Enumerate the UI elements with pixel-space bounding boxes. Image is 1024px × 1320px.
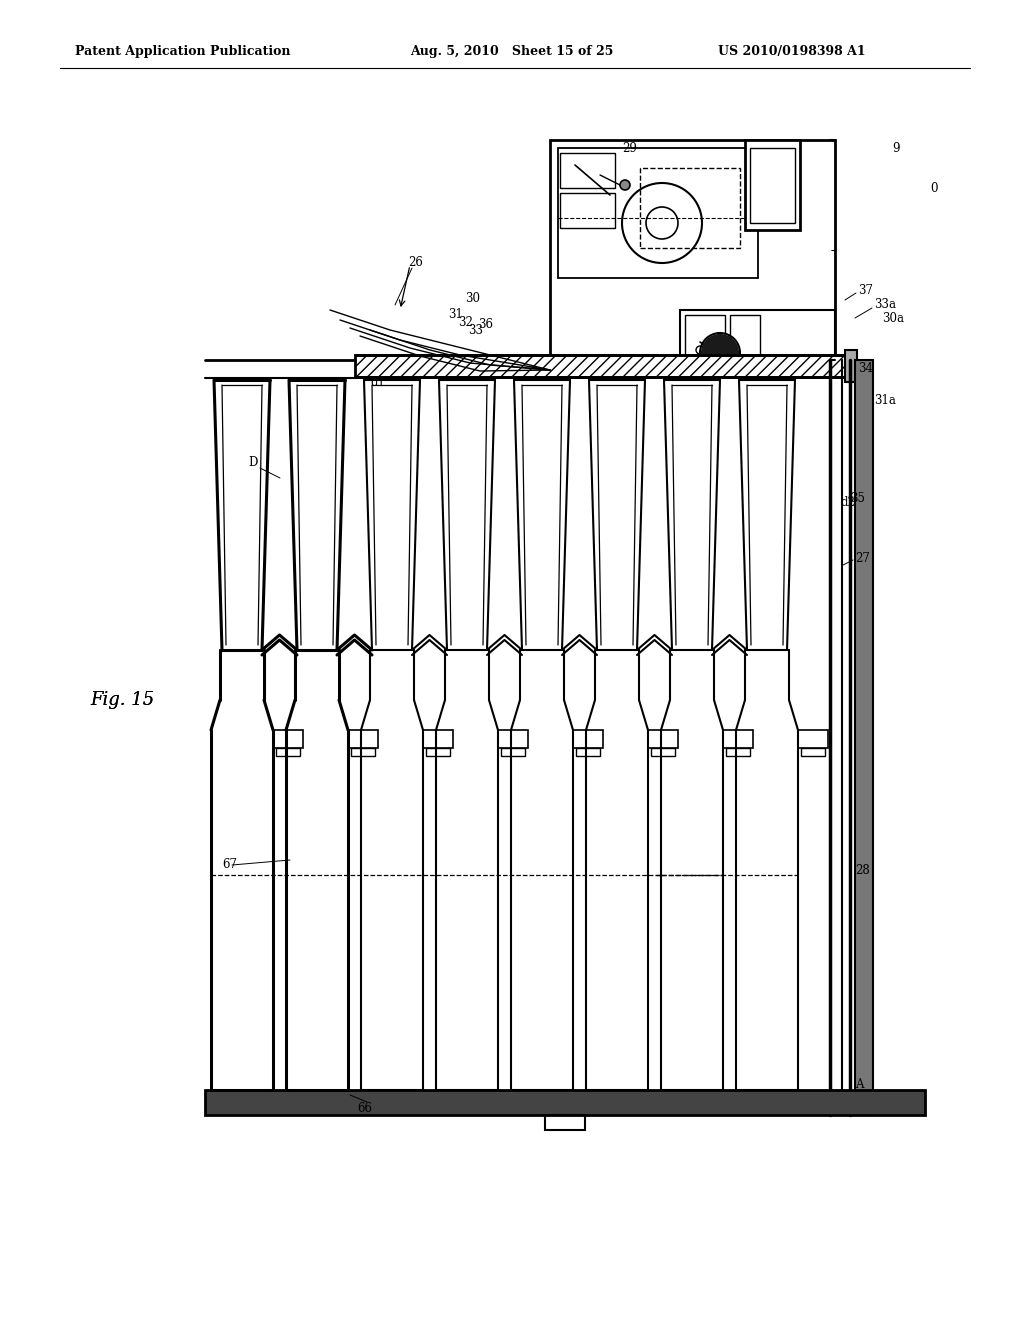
Circle shape bbox=[620, 180, 630, 190]
Text: d1: d1 bbox=[370, 375, 385, 388]
Bar bbox=[560, 193, 615, 228]
Text: 67: 67 bbox=[222, 858, 237, 871]
Text: d2: d2 bbox=[840, 495, 855, 508]
Text: 33a: 33a bbox=[874, 298, 896, 312]
Bar bbox=[798, 730, 828, 748]
Text: 30a: 30a bbox=[882, 312, 904, 325]
Text: 33: 33 bbox=[468, 323, 483, 337]
Bar bbox=[648, 730, 678, 748]
Bar bbox=[355, 355, 845, 378]
Bar bbox=[501, 748, 525, 756]
Bar bbox=[558, 148, 758, 279]
Text: 27: 27 bbox=[855, 552, 869, 565]
Bar bbox=[560, 153, 615, 187]
Text: 66: 66 bbox=[357, 1101, 372, 1114]
Bar bbox=[423, 730, 453, 748]
Bar bbox=[545, 1115, 585, 1130]
Text: 9: 9 bbox=[892, 141, 899, 154]
Bar bbox=[845, 350, 857, 381]
Circle shape bbox=[702, 335, 738, 371]
Bar bbox=[550, 140, 835, 360]
Bar bbox=[685, 315, 725, 370]
Bar bbox=[855, 360, 873, 1115]
Text: 32: 32 bbox=[458, 315, 473, 329]
Text: 31: 31 bbox=[449, 309, 463, 322]
Circle shape bbox=[696, 346, 705, 354]
Text: A: A bbox=[855, 1078, 863, 1092]
Text: 31a: 31a bbox=[874, 393, 896, 407]
Bar bbox=[276, 748, 300, 756]
Text: 0: 0 bbox=[930, 181, 938, 194]
Bar bbox=[351, 748, 375, 756]
Text: US 2010/0198398 A1: US 2010/0198398 A1 bbox=[718, 45, 865, 58]
Text: 34: 34 bbox=[858, 362, 873, 375]
Text: 37: 37 bbox=[858, 284, 873, 297]
Bar bbox=[498, 730, 528, 748]
Text: 36: 36 bbox=[478, 318, 493, 331]
Bar bbox=[730, 315, 760, 370]
Text: Fig. 15: Fig. 15 bbox=[90, 690, 155, 709]
Bar bbox=[205, 1090, 925, 1115]
Bar bbox=[348, 730, 378, 748]
Text: 30: 30 bbox=[465, 292, 480, 305]
Text: Aug. 5, 2010   Sheet 15 of 25: Aug. 5, 2010 Sheet 15 of 25 bbox=[410, 45, 613, 58]
Bar bbox=[723, 730, 753, 748]
Bar bbox=[745, 140, 800, 230]
Text: 26: 26 bbox=[408, 256, 423, 268]
Bar bbox=[273, 730, 303, 748]
Bar bbox=[680, 310, 835, 375]
Text: 35: 35 bbox=[850, 491, 865, 504]
Text: Fig. 15: Fig. 15 bbox=[90, 690, 155, 709]
Text: Patent Application Publication: Patent Application Publication bbox=[75, 45, 291, 58]
Bar bbox=[801, 748, 825, 756]
Text: 28: 28 bbox=[855, 863, 869, 876]
Bar bbox=[750, 148, 795, 223]
Bar bbox=[573, 730, 603, 748]
Text: 29: 29 bbox=[622, 141, 637, 154]
Text: D: D bbox=[248, 455, 257, 469]
Bar bbox=[726, 748, 750, 756]
Bar bbox=[575, 748, 600, 756]
Bar bbox=[426, 748, 450, 756]
Bar bbox=[651, 748, 675, 756]
Bar bbox=[640, 168, 740, 248]
